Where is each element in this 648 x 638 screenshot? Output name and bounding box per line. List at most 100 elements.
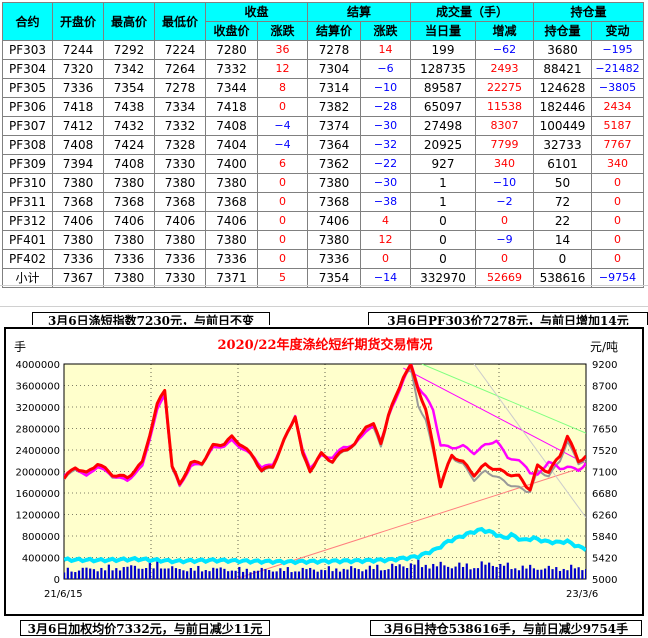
right-tick-label: 7650 [592,425,617,436]
cell-c: PF305 [2,78,53,98]
open-interest-line [64,526,586,566]
volume-bar [562,568,565,579]
col-settle-price: 结算价 [307,21,361,41]
cell-cld: 5 [257,268,308,288]
x-end-label: 23/3/6 [566,589,598,600]
cell-pd: −21482 [591,59,644,79]
cell-c: PF312 [2,211,53,231]
table-row: PF306 7418 7438 7334 7418 0 7382 −28 65097 11538 1… [2,97,644,117]
volume-bar [148,561,151,579]
cell-v: 27498 [410,116,476,136]
volume-bar [227,571,230,579]
cell-pd: 0 [591,173,644,193]
right-tick-label: 5420 [592,554,617,565]
cell-v: 89587 [410,78,476,98]
volume-bar [525,568,528,579]
volume-bar [253,570,256,579]
volume-bar [118,570,122,579]
col-open: 开盘价 [52,2,104,41]
volume-bar [532,568,535,579]
cell-cl: 7380 [205,173,258,193]
volume-bar [130,565,133,579]
volume-bar [241,571,245,579]
caption-open-interest: 3月6日持仓538616手，与前日减少9754手 [370,620,642,636]
cell-cld: 0 [257,192,308,212]
col-close-price: 收盘价 [205,21,258,41]
volume-bar [141,568,144,579]
caption-pf303: 3月6日PF303价7278元，与前日增加14元 [368,312,648,328]
table-row: PF402 7336 7336 7336 7336 0 7336 0 0 0 0 0 [2,249,644,269]
left-tick-label: 2800000 [15,425,60,436]
cell-l: 7336 [154,249,206,269]
x-start-label: 21/6/15 [44,589,83,600]
cell-o: 7320 [52,59,104,79]
volume-bar [387,569,390,579]
volume-bar [238,566,241,579]
cell-o: 7368 [52,192,104,212]
volume-bar [133,565,137,579]
cell-s: 7382 [307,97,361,117]
volume-bar [290,572,293,579]
cell-h: 7380 [103,268,155,288]
volume-bar [189,568,192,579]
cell-cl: 7280 [205,40,258,60]
cell-s: 7362 [307,154,361,174]
volume-bar [543,568,547,579]
left-tick-label: 4000000 [15,360,60,371]
cell-sd: −30 [360,116,411,136]
cell-cld: 36 [257,40,308,60]
cell-cl: 7408 [205,116,258,136]
volume-bar [331,571,334,579]
cell-l: 7368 [154,192,206,212]
cell-cl: 7380 [205,230,258,250]
volume-bar [96,571,99,579]
cell-cl: 7406 [205,211,258,231]
volume-bar [294,571,297,579]
col-close-change: 涨跌 [257,21,308,41]
volume-bar [342,568,345,579]
volume-bar [89,568,92,579]
right-tick-label: 5840 [592,532,617,543]
cell-l: 7334 [154,97,206,117]
volume-bar [499,563,502,579]
cell-cld: 8 [257,78,308,98]
volume-bar [439,561,442,579]
volume-bar [506,562,509,579]
volume-bar [473,568,476,579]
cell-vd: −2 [475,192,534,212]
cell-o: 7412 [52,116,104,136]
volume-bar [573,568,577,579]
cell-p: 14 [533,230,592,250]
cell-sd: −6 [360,59,411,79]
volume-bar [324,570,327,579]
cell-cld: 6 [257,154,308,174]
volume-bar [417,559,420,579]
cell-cl: 7371 [205,268,258,288]
cell-h: 7408 [103,154,155,174]
col-volume-change: 增减 [475,21,534,41]
volume-bar [230,570,233,579]
volume-bar [312,569,316,579]
volume-bar [107,564,110,579]
cell-c: PF304 [2,59,53,79]
cell-sd: −14 [360,268,411,288]
cell-v: 332970 [410,268,476,288]
cell-vd: −62 [475,40,534,60]
cell-p: 32733 [533,135,592,155]
volume-bar [245,568,248,579]
left-tick-label: 400000 [22,554,60,565]
volume-bar [566,570,569,579]
table-row: PF309 7394 7408 7330 7400 6 7362 −22 927 340 6101 3… [2,154,644,174]
table-row: PF305 7336 7354 7278 7344 8 7314 −10 89587 22275 1… [2,78,644,98]
volume-bar [510,569,513,579]
cell-c: PF308 [2,135,53,155]
volume-bar [256,570,260,579]
cell-pd: 0 [591,192,644,212]
volume-bar [219,567,222,579]
cell-v: 128735 [410,59,476,79]
cell-h: 7380 [103,230,155,250]
cell-cl: 7336 [205,249,258,269]
cell-o: 7406 [52,211,104,231]
volume-bar [163,568,166,579]
cell-cl: 7418 [205,97,258,117]
